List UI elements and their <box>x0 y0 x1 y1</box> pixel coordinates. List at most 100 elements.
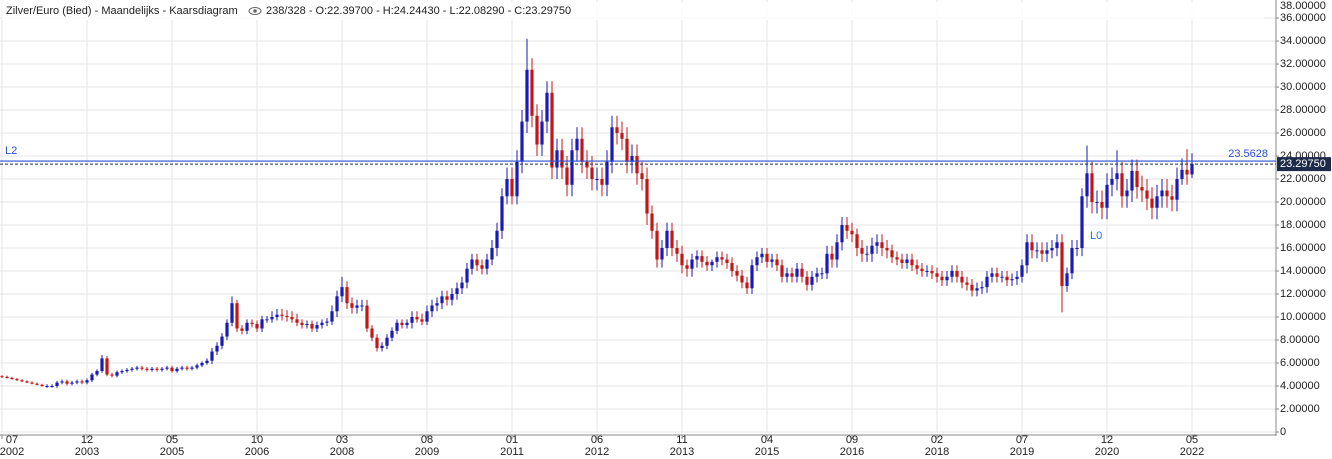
candle-body <box>325 321 329 323</box>
candle-body <box>775 259 779 266</box>
candle-body <box>10 377 14 380</box>
candle-body <box>1050 248 1054 251</box>
candle-body <box>905 259 909 263</box>
level-value: 23.5628 <box>1228 148 1268 160</box>
candle-body <box>1035 250 1039 252</box>
candle-body <box>920 268 924 272</box>
candle-body <box>455 288 459 295</box>
candle-body <box>270 317 274 320</box>
candle-body <box>820 273 824 275</box>
candle-body <box>305 323 309 326</box>
candle-body <box>975 288 979 291</box>
candle-body <box>865 253 869 255</box>
candle-body <box>875 242 879 246</box>
candle-body <box>835 242 839 260</box>
candle-body <box>895 257 899 260</box>
candle-body <box>520 121 524 162</box>
y-tick-label: 2.00000 <box>1280 403 1320 415</box>
eye-icon[interactable] <box>248 7 262 15</box>
candle-body <box>525 69 529 122</box>
y-tick-label: 28.00000 <box>1280 104 1326 116</box>
candle-body <box>1125 190 1129 197</box>
candle-body <box>625 138 629 162</box>
candle-body <box>140 367 144 369</box>
candle-body <box>105 358 109 375</box>
candle-body <box>780 265 784 277</box>
candle-body <box>430 305 434 312</box>
candle-body <box>285 315 289 318</box>
candle-body <box>20 380 24 382</box>
candle-body <box>1140 187 1144 191</box>
candle-body <box>890 250 894 258</box>
candle-body <box>400 322 404 326</box>
candle-body <box>490 248 494 260</box>
candle-body <box>235 303 239 329</box>
candle-body <box>810 276 814 285</box>
y-tick-label: 26.00000 <box>1280 127 1326 139</box>
candle-body <box>715 257 719 262</box>
candle-body <box>1070 248 1074 274</box>
x-tick-label: 2005 <box>160 446 184 458</box>
candle-body <box>500 196 504 231</box>
candle-body <box>375 337 379 349</box>
candle-body <box>70 382 74 384</box>
y-tick-label: 38.00000 <box>1280 0 1326 12</box>
candle-body <box>75 381 79 383</box>
candle-body <box>460 282 464 289</box>
candle-body <box>610 127 614 162</box>
candle-body <box>545 92 549 122</box>
eye-pupil <box>253 9 257 13</box>
candle-body <box>1085 173 1089 197</box>
candle-body <box>300 322 304 326</box>
candle-body <box>115 372 119 376</box>
candle-body <box>870 245 874 254</box>
candle-body <box>635 156 639 174</box>
candle-body <box>710 261 714 266</box>
candle-body <box>120 371 124 373</box>
candle-body <box>330 311 334 322</box>
candle-body <box>620 133 624 139</box>
y-tick-label: 30.00000 <box>1280 81 1326 93</box>
candle-body <box>885 248 889 251</box>
x-tick-label: 2008 <box>330 446 354 458</box>
candle-body <box>415 317 419 320</box>
candle-body <box>590 167 594 180</box>
candle-body <box>910 259 914 266</box>
ohlc-info: 238/328 - O:22.39700 - H:24.24430 - L:22… <box>266 5 571 17</box>
candle-body <box>280 314 284 316</box>
current-price-label: 23.29750 <box>1280 158 1326 170</box>
candle-body <box>350 303 354 308</box>
candle-body <box>55 382 59 387</box>
candle-body <box>155 368 159 370</box>
candle-body <box>450 294 454 300</box>
candle-body <box>1045 250 1049 254</box>
candle-body <box>1030 242 1034 251</box>
candle-body <box>785 273 789 277</box>
x-tick-label: 2013 <box>670 446 694 458</box>
candle-body <box>1155 196 1159 208</box>
candle-body <box>340 287 344 297</box>
candle-body <box>315 325 319 329</box>
candle-body <box>465 268 469 283</box>
candle-body <box>980 287 984 289</box>
candle-body <box>290 317 294 320</box>
candle-body <box>950 271 954 277</box>
x-tick-label: 2012 <box>585 446 609 458</box>
candle-body <box>405 322 409 326</box>
candle-body <box>1115 173 1119 180</box>
candle-body <box>800 268 804 277</box>
candle-body <box>260 319 264 329</box>
candle-body <box>485 259 489 269</box>
candle-body <box>675 248 679 254</box>
candle-body <box>495 230 499 249</box>
candle-body <box>860 248 864 254</box>
y-tick-label: 16.00000 <box>1280 242 1326 254</box>
x-tick-label: 2016 <box>840 446 864 458</box>
candle-body <box>170 367 174 372</box>
candle-body <box>150 368 154 370</box>
candle-body <box>85 380 89 383</box>
candle-body <box>535 115 539 145</box>
candle-body <box>80 381 84 383</box>
candle-body <box>220 336 224 346</box>
